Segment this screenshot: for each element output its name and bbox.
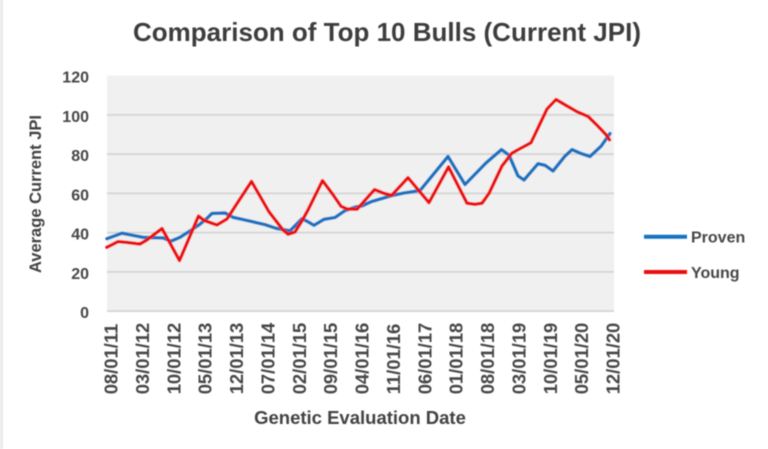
svg-text:12/01/13: 12/01/13: [226, 323, 247, 395]
svg-text:80: 80: [71, 148, 89, 165]
svg-text:03/01/12: 03/01/12: [132, 323, 153, 395]
svg-text:12/01/20: 12/01/20: [603, 323, 624, 395]
svg-text:10/01/19: 10/01/19: [540, 323, 561, 395]
svg-text:01/01/18: 01/01/18: [446, 323, 467, 395]
svg-text:Average Current JPI: Average Current JPI: [27, 115, 45, 273]
svg-text:03/01/19: 03/01/19: [508, 323, 529, 395]
svg-text:07/01/14: 07/01/14: [258, 322, 279, 394]
svg-text:120: 120: [62, 70, 89, 87]
svg-text:08/01/18: 08/01/18: [477, 323, 498, 395]
svg-text:100: 100: [62, 109, 89, 126]
svg-text:Comparison of Top 10 Bulls (Cu: Comparison of Top 10 Bulls (Current JPI): [133, 17, 641, 47]
svg-text:0: 0: [80, 305, 89, 322]
svg-text:10/01/12: 10/01/12: [163, 323, 184, 395]
svg-text:05/01/13: 05/01/13: [195, 323, 216, 395]
svg-text:Proven: Proven: [691, 230, 745, 247]
svg-text:09/01/15: 09/01/15: [320, 323, 341, 395]
svg-text:04/01/16: 04/01/16: [352, 323, 373, 395]
svg-text:40: 40: [71, 227, 89, 244]
svg-text:Young: Young: [691, 265, 740, 282]
svg-text:02/01/15: 02/01/15: [289, 323, 310, 395]
svg-text:05/01/20: 05/01/20: [571, 323, 592, 395]
svg-text:11/01/16: 11/01/16: [383, 324, 404, 395]
svg-text:20: 20: [71, 266, 89, 283]
svg-text:60: 60: [71, 187, 89, 204]
svg-text:08/01/11: 08/01/11: [101, 324, 122, 395]
svg-text:06/01/17: 06/01/17: [414, 323, 435, 395]
svg-text:Genetic Evaluation Date: Genetic Evaluation Date: [254, 407, 466, 428]
